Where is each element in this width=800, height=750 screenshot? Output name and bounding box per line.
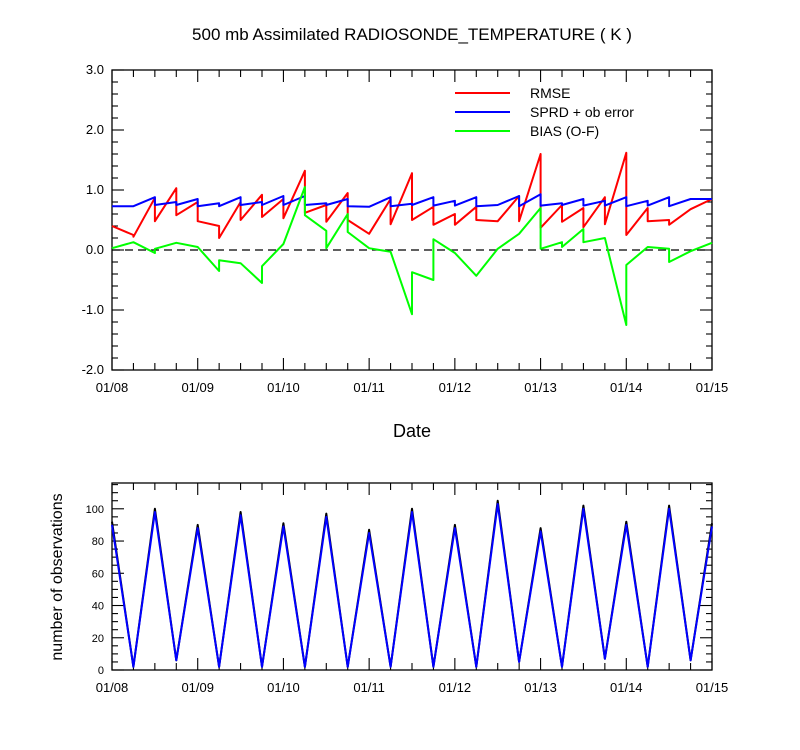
top-y-tick-label: -1.0 xyxy=(82,302,104,317)
bottom-series-observations-used xyxy=(111,503,713,668)
legend: RMSE SPRD + ob error BIAS (O-F) xyxy=(455,85,634,139)
top-x-tick-label: 01/15 xyxy=(696,380,729,395)
bottom-x-tick-label: 01/15 xyxy=(696,680,729,695)
bottom-y-tick-label: 100 xyxy=(86,504,104,516)
chart-title: 500 mb Assimilated RADIOSONDE_TEMPERATUR… xyxy=(192,25,632,44)
top-y-tick-label: 1.0 xyxy=(86,182,104,197)
bottom-x-tick-label: 01/13 xyxy=(524,680,557,695)
legend-label: SPRD + ob error xyxy=(530,104,634,120)
bottom-y-tick-label: 60 xyxy=(92,568,104,580)
bias-rmse-plot: 01/08 01/09 01/10 01/11 01/12 01/13 01/14 01/15… xyxy=(82,62,729,395)
top-x-tick-label: 01/09 xyxy=(181,380,214,395)
bottom-y-tick-label: 40 xyxy=(92,601,104,613)
top-x-tick-label: 01/11 xyxy=(353,380,385,395)
top-series-sprd-ob-error xyxy=(112,193,712,208)
top-x-tick-label: 01/13 xyxy=(524,380,557,395)
top-series-rmse xyxy=(111,151,713,239)
bottom-x-tick-label: 01/12 xyxy=(439,680,472,695)
bottom-y-tick-label: 80 xyxy=(92,536,104,548)
top-y-tick-label: 2.0 xyxy=(86,122,104,137)
bottom-x-tick-label: 01/09 xyxy=(181,680,214,695)
top-x-tick-label: 01/14 xyxy=(610,380,643,395)
top-series-bias-o-f xyxy=(111,186,713,326)
top-x-tick-label: 01/12 xyxy=(439,380,472,395)
top-y-tick-label: 0.0 xyxy=(86,242,104,257)
bottom-x-tick-label: 01/11 xyxy=(353,680,385,695)
bottom-x-tick-label: 01/10 xyxy=(267,680,300,695)
x-axis-label: Date xyxy=(393,421,431,441)
bottom-series-observations-possible xyxy=(111,499,713,668)
y-axis-label-observations: number of observations xyxy=(49,493,66,660)
legend-label: BIAS (O-F) xyxy=(530,123,599,139)
bottom-y-tick-label: 0 xyxy=(98,665,104,677)
bottom-y-tick-label: 20 xyxy=(92,633,104,645)
observations-plot: 01/08 01/09 01/10 01/11 01/12 01/13 01/14 01/15… xyxy=(86,482,729,695)
top-y-tick-label: 3.0 xyxy=(86,62,104,77)
top-y-tick-label: -2.0 xyxy=(82,362,104,377)
bottom-x-tick-label: 01/08 xyxy=(96,680,129,695)
legend-label: RMSE xyxy=(530,85,570,101)
top-x-tick-label: 01/10 xyxy=(267,380,300,395)
top-x-tick-label: 01/08 xyxy=(96,380,129,395)
bottom-x-tick-label: 01/14 xyxy=(610,680,643,695)
